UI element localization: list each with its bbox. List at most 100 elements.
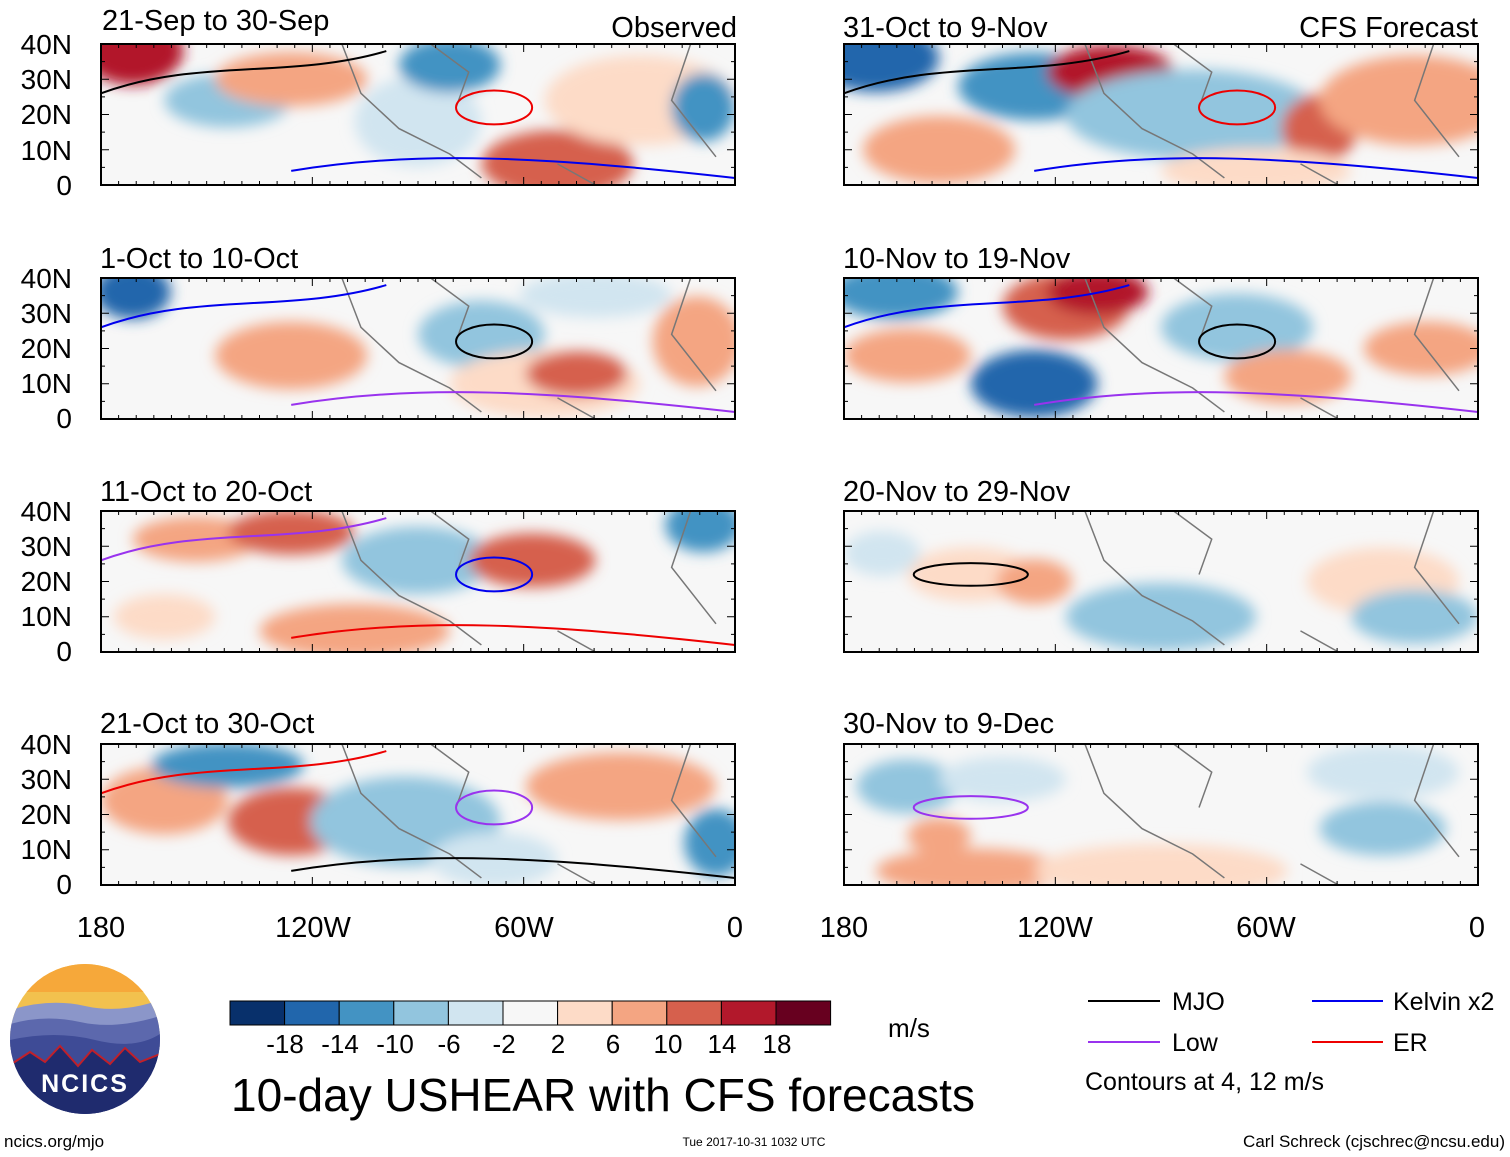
shear-anomaly: [101, 278, 171, 320]
map-panel: [843, 43, 1479, 186]
shear-anomaly: [652, 296, 735, 387]
main-title: 10-day USHEAR with CFS forecasts: [231, 1069, 975, 1121]
contour-line: [912, 795, 1029, 820]
shear-anomaly: [1065, 582, 1257, 651]
colorbar-label: -10: [376, 1029, 414, 1059]
panel-label-obs-1: 21-Sep to 30-Sep: [102, 5, 329, 37]
colorbar-label: 6: [606, 1029, 620, 1059]
lat-label: 0: [56, 636, 72, 667]
lon-label: 0: [1469, 912, 1485, 944]
lon-label: 0: [727, 912, 743, 944]
shear-anomaly: [418, 300, 545, 369]
shear-anomaly: [481, 130, 634, 185]
header-observed: Observed: [611, 12, 737, 44]
shear-anomaly: [1351, 589, 1478, 644]
contour-line: [844, 50, 1130, 95]
contour-line: [291, 857, 735, 879]
colorbar-label: 2: [551, 1029, 565, 1059]
lat-label: 30N: [21, 531, 72, 562]
shear-anomaly: [525, 752, 716, 821]
lon-label: 180: [77, 912, 125, 944]
lat-labels-4: 40N 30N 20N 10N 0: [21, 729, 72, 900]
shear-anomaly: [1319, 55, 1478, 146]
colorbar: [229, 1000, 832, 1026]
colorbar-swatch: [557, 1000, 613, 1026]
contour-line: [1034, 391, 1478, 413]
map-panel: [100, 743, 736, 886]
coastline: [341, 278, 717, 419]
lon-label: 120W: [1017, 912, 1093, 944]
colorbar-swatch: [393, 1000, 449, 1026]
shear-anomaly: [215, 52, 368, 107]
legend-label-er: ER: [1393, 1029, 1428, 1057]
colorbar-units: m/s: [888, 1013, 930, 1043]
shear-anomaly: [113, 594, 216, 640]
lat-label: 10N: [21, 601, 72, 632]
panel-label-fc-1: 31-Oct to 9-Nov: [843, 12, 1048, 44]
shear-anomaly: [863, 115, 1016, 184]
shear-anomaly: [215, 321, 368, 390]
lat-label: 10N: [21, 135, 72, 166]
colorbar-swatch: [229, 1000, 286, 1026]
legend-label-mjo: MJO: [1172, 988, 1225, 1016]
lat-label: 20N: [21, 799, 72, 830]
colorbar-label: 14: [708, 1029, 737, 1059]
shear-anomaly: [259, 603, 450, 652]
shear-anomaly: [227, 511, 355, 555]
contour-line: [455, 789, 534, 826]
shear-anomaly: [519, 278, 672, 318]
shear-anomaly: [907, 817, 971, 854]
footer-credit: Carl Schreck (cjschrec@ncsu.edu): [1243, 1132, 1505, 1151]
shear-anomaly: [671, 73, 735, 142]
shear-anomaly: [1306, 745, 1459, 800]
map-panel: [843, 510, 1479, 653]
contour-line: [844, 284, 1130, 329]
contour-line: [101, 50, 387, 95]
contour-line: [291, 391, 735, 413]
map-panel: [100, 510, 736, 653]
contour-line: [1034, 157, 1478, 179]
lat-label: 0: [56, 403, 72, 434]
shear-anomaly: [1319, 801, 1447, 856]
shear-anomaly: [844, 328, 971, 383]
shear-anomaly: [684, 808, 735, 877]
lat-label: 10N: [21, 368, 72, 399]
shear-anomaly: [875, 848, 1066, 885]
footer-url[interactable]: ncics.org/mjo: [4, 1132, 104, 1151]
panel-label-obs-4: 21-Oct to 30-Oct: [100, 708, 314, 740]
contour-line: [455, 89, 534, 126]
logo-text: NCICS: [41, 1070, 129, 1098]
contour-line: [101, 750, 387, 795]
lat-label: 20N: [21, 566, 72, 597]
legend-label-kelvin: Kelvin x2: [1393, 988, 1494, 1016]
lat-label: 40N: [21, 496, 72, 527]
legend-label-low: Low: [1172, 1029, 1219, 1057]
lat-label: 20N: [21, 333, 72, 364]
colorbar-swatch: [611, 1000, 668, 1026]
header-cfs-forecast: CFS Forecast: [1299, 12, 1478, 44]
coastline: [1084, 44, 1460, 185]
colorbar-label: -6: [437, 1029, 460, 1059]
map-panel: [843, 277, 1479, 420]
contour-line: [291, 157, 735, 179]
colorbar-swatch: [447, 1000, 504, 1026]
colorbar-swatch: [284, 1000, 340, 1026]
shear-anomaly: [970, 349, 1098, 418]
colorbar-labels: -18 -14 -10 -6 -2 2 6 10 14 18: [266, 1029, 791, 1059]
colorbar-label: 18: [763, 1029, 792, 1059]
lat-label: 30N: [21, 764, 72, 795]
contour-line: [101, 517, 387, 562]
contour-line: [1198, 89, 1277, 126]
lat-label: 30N: [21, 298, 72, 329]
lon-label: 60W: [1236, 912, 1296, 944]
lon-label: 180: [820, 912, 868, 944]
coastline: [1084, 278, 1460, 419]
contour-note: Contours at 4, 12 m/s: [1085, 1068, 1324, 1096]
colorbar-label: 10: [654, 1029, 683, 1059]
coastline: [341, 44, 717, 185]
contour-line: [912, 562, 1029, 587]
lat-label: 10N: [21, 834, 72, 865]
shear-anomaly: [939, 756, 1066, 802]
coastline: [1084, 744, 1460, 885]
